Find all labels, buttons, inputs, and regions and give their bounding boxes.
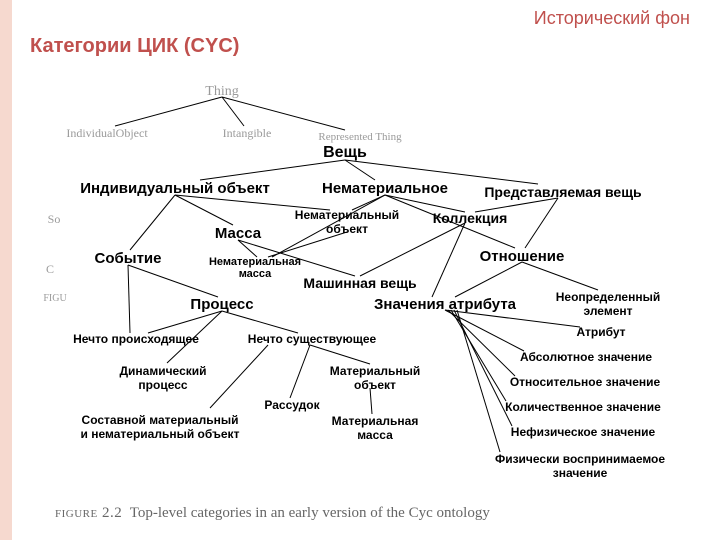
edge	[345, 160, 375, 180]
edge	[522, 262, 598, 290]
node-intmass: Нематериальнаямасса	[209, 256, 301, 280]
node-attr: Атрибут	[576, 325, 625, 339]
edge	[238, 240, 257, 257]
bg-node-so_en: So	[48, 212, 61, 227]
node-process: Процесс	[190, 296, 253, 313]
node-relation: Отношение	[480, 248, 565, 265]
node-attrval: Значения атрибута	[374, 296, 516, 313]
node-intang: Нематериальное	[322, 180, 448, 197]
node-compobj: Составной материальныйи нематериальный о…	[81, 413, 240, 441]
node-quantval: Количественное значение	[505, 400, 661, 414]
node-repr: Представляемая вещь	[484, 184, 641, 200]
figure-text: Top-level categories in an early version…	[130, 505, 490, 521]
edge	[115, 97, 222, 126]
bg-node-reprth_en: Represented Thing	[318, 131, 401, 143]
node-mass: Масса	[215, 225, 261, 242]
edge	[432, 223, 465, 297]
edge	[448, 310, 515, 376]
edge	[457, 310, 500, 452]
bg-node-c_en: C	[46, 262, 54, 277]
node-somehapp: Нечто происходящее	[73, 332, 199, 346]
edge	[290, 345, 310, 398]
node-intobj: Нематериальныйобъект	[295, 208, 399, 236]
node-dynproc: Динамическийпроцесс	[119, 364, 206, 392]
node-indefel: Неопределенныйэлемент	[556, 290, 660, 318]
edge	[310, 345, 370, 364]
edge	[128, 265, 218, 297]
node-matmass: Материальнаямасса	[332, 414, 419, 442]
figure-number: figure 2.2	[55, 505, 122, 521]
bg-node-intang_en: Intangible	[223, 126, 272, 141]
edge	[454, 310, 512, 426]
bg-node-indobj_en: IndividualObject	[66, 126, 147, 141]
edge	[455, 262, 522, 297]
node-absval: Абсолютное значение	[520, 350, 652, 364]
node-physperc: Физически воспринимаемоезначение	[495, 452, 665, 480]
node-reason: Рассудок	[264, 398, 319, 412]
slide-root: Исторический фон Категории ЦИК (CYC) Thi…	[0, 0, 720, 540]
bg-node-figu_en: FIGU	[43, 293, 66, 304]
edge	[128, 265, 130, 333]
node-mthing: Машинная вещь	[303, 275, 416, 291]
edge	[222, 311, 298, 333]
edge	[210, 345, 268, 408]
node-event: Событие	[95, 250, 162, 267]
edge	[222, 97, 244, 126]
bg-node-thing_en: Thing	[205, 84, 238, 100]
accent-bar	[0, 0, 12, 540]
edge	[451, 310, 506, 401]
slide-subtitle: Исторический фон	[534, 8, 690, 29]
node-someex: Нечто существующее	[248, 332, 376, 346]
node-matobj: Материальныйобъект	[330, 364, 421, 392]
node-relval: Относительное значение	[510, 375, 660, 389]
node-coll: Коллекция	[433, 210, 508, 226]
node-indobj: Индивидуальный объект	[80, 180, 270, 197]
node-thing: Вещь	[323, 144, 367, 162]
figure-caption: figure 2.2 Top-level categories in an ea…	[55, 505, 490, 522]
edge	[525, 198, 558, 248]
edge	[445, 310, 524, 351]
edge	[148, 311, 222, 333]
slide-title: Категории ЦИК (CYC)	[30, 35, 239, 58]
node-nonphys: Нефизическое значение	[511, 425, 655, 439]
edge	[175, 195, 233, 225]
edge	[200, 160, 345, 180]
edge	[130, 195, 175, 250]
